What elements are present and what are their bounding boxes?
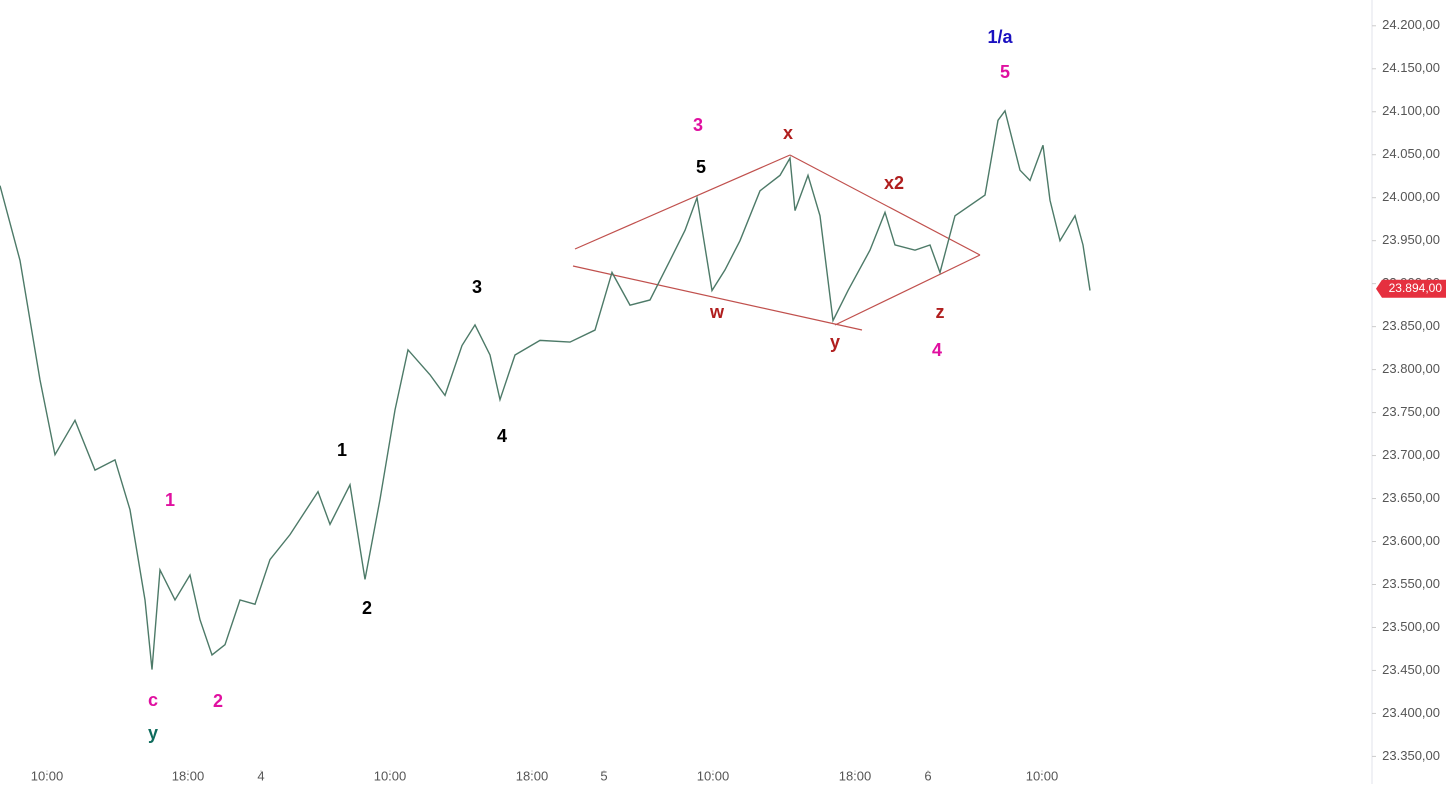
wave-label: 2 [362,598,372,618]
wave-label: 5 [1000,62,1010,82]
y-tick-label: 24.050,00 [1382,146,1440,161]
y-tick-label: 23.400,00 [1382,705,1440,720]
wave-label: x2 [884,173,904,193]
x-tick-label: 6 [924,768,931,783]
y-tick-label: 23.750,00 [1382,404,1440,419]
x-tick-label: 10:00 [1026,768,1059,783]
last-price-badge [1376,279,1446,298]
x-tick-label: 18:00 [516,768,549,783]
x-tick-label: 10:00 [697,768,730,783]
wave-label: 1/a [987,27,1013,47]
wave-label: z [936,302,945,322]
trend-line [572,265,863,331]
wave-label: 1 [337,440,347,460]
wave-label: 4 [497,426,507,446]
y-tick-label: 23.800,00 [1382,361,1440,376]
y-tick-label: 23.500,00 [1382,619,1440,634]
x-tick-label: 18:00 [172,768,205,783]
wave-label: x [783,123,793,143]
x-tick-label: 10:00 [31,768,64,783]
y-tick-label: 24.100,00 [1382,103,1440,118]
x-tick-label: 5 [600,768,607,783]
price-line [0,109,1091,670]
y-tick-label: 23.700,00 [1382,447,1440,462]
wave-label: 4 [932,340,942,360]
y-tick-label: 23.350,00 [1382,748,1440,763]
y-tick-label: 23.650,00 [1382,490,1440,505]
trend-line [834,254,981,326]
y-tick-label: 23.950,00 [1382,232,1440,247]
y-tick-label: 23.450,00 [1382,662,1440,677]
trend-line [574,154,791,250]
wave-label: c [148,690,158,710]
wave-label: y [830,332,840,352]
trend-line [789,154,981,256]
wave-label: w [709,302,725,322]
y-tick-label: 24.000,00 [1382,189,1440,204]
wave-label: 2 [213,691,223,711]
wave-label: 1 [165,490,175,510]
last-price-label: 23.894,00 [1389,281,1443,295]
wave-labels: c y 1 2 1 2 3 4 5 3 x w y x2 z 4 5 1/a [148,27,1014,743]
y-tick-label: 24.200,00 [1382,17,1440,32]
axis-bg [1372,0,1447,784]
wave-label: 3 [472,277,482,297]
x-tick-label: 4 [257,768,264,783]
wave-label: 3 [693,115,703,135]
y-tick-label: 23.600,00 [1382,533,1440,548]
x-tick-label: 10:00 [374,768,407,783]
wave-label: 5 [696,157,706,177]
x-tick-label: 18:00 [839,768,872,783]
y-tick-label: 24.150,00 [1382,60,1440,75]
y-tick-label: 23.850,00 [1382,318,1440,333]
y-tick-label: 23.550,00 [1382,576,1440,591]
wave-label: y [148,723,158,743]
